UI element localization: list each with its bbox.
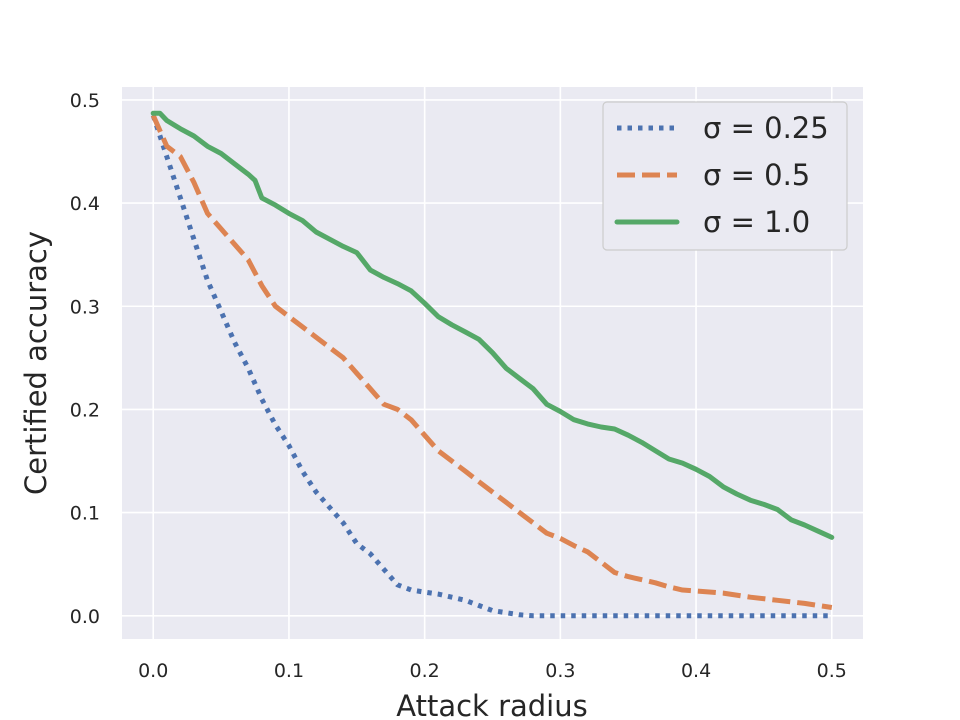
legend-label-1: σ = 0.25 — [703, 111, 829, 145]
y-tick-label: 0.3 — [70, 296, 100, 318]
x-tick-label: 0.2 — [410, 660, 440, 682]
legend: σ = 0.25 σ = 0.5 σ = 1.0 — [602, 101, 848, 251]
x-tick-label: 0.5 — [817, 660, 847, 682]
x-tick-label: 0.3 — [545, 660, 575, 682]
x-tick-labels: 0.0 0.1 0.2 0.3 0.4 0.5 — [138, 660, 847, 682]
y-axis-label: Certified accuracy — [19, 231, 53, 495]
series-line-2 — [150, 114, 833, 610]
y-tick-label: 0.2 — [70, 399, 100, 421]
x-axis-label: Attack radius — [396, 689, 587, 720]
series-line-3 — [150, 110, 835, 540]
series-layer — [150, 110, 835, 619]
y-tick-label: 0.0 — [70, 606, 100, 628]
legend-box — [602, 101, 848, 251]
x-tick-label: 0.1 — [274, 660, 304, 682]
y-tick-labels: 0.0 0.1 0.2 0.3 0.4 0.5 — [70, 90, 100, 628]
y-tick-label: 0.1 — [70, 503, 100, 525]
y-tick-label: 0.4 — [70, 193, 100, 215]
y-tick-label: 0.5 — [70, 90, 100, 112]
series-line-1 — [150, 114, 832, 619]
x-tick-label: 0.0 — [138, 660, 168, 682]
legend-label-2: σ = 0.5 — [703, 158, 810, 192]
legend-label-3: σ = 1.0 — [703, 205, 810, 239]
x-tick-label: 0.4 — [681, 660, 711, 682]
